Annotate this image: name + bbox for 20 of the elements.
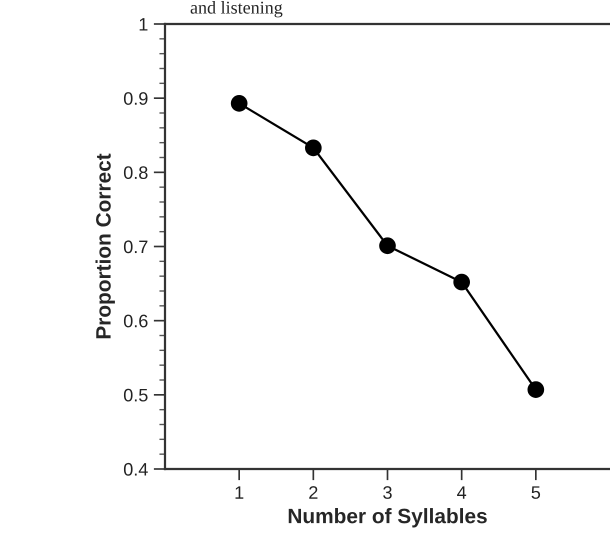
y-axis-title: Proportion Correct [95, 154, 115, 338]
y-tick-label: 0.7 [124, 240, 148, 254]
text: and listening [190, 1, 282, 18]
x-tick-label: 3 [383, 486, 392, 499]
x-axis-title: Number of Syllables [288, 508, 487, 528]
y-tick-label: 0.5 [124, 388, 148, 402]
point [305, 140, 322, 156]
point [379, 237, 396, 254]
x-tick-label: 5 [532, 486, 540, 499]
point [528, 381, 544, 398]
x-tick-label: 1 [236, 486, 244, 499]
y-tick-label: 1 [140, 18, 148, 31]
x-tick-label: 4 [457, 486, 466, 499]
y-tick-label: 0.4 [124, 462, 148, 476]
y-tick-label: 0.8 [124, 166, 148, 180]
point [453, 274, 470, 290]
y-tick-label: 0.9 [124, 92, 148, 105]
x-tick-label: 2 [309, 486, 318, 499]
y-tick-label: 0.6 [124, 314, 148, 328]
point [230, 95, 248, 112]
